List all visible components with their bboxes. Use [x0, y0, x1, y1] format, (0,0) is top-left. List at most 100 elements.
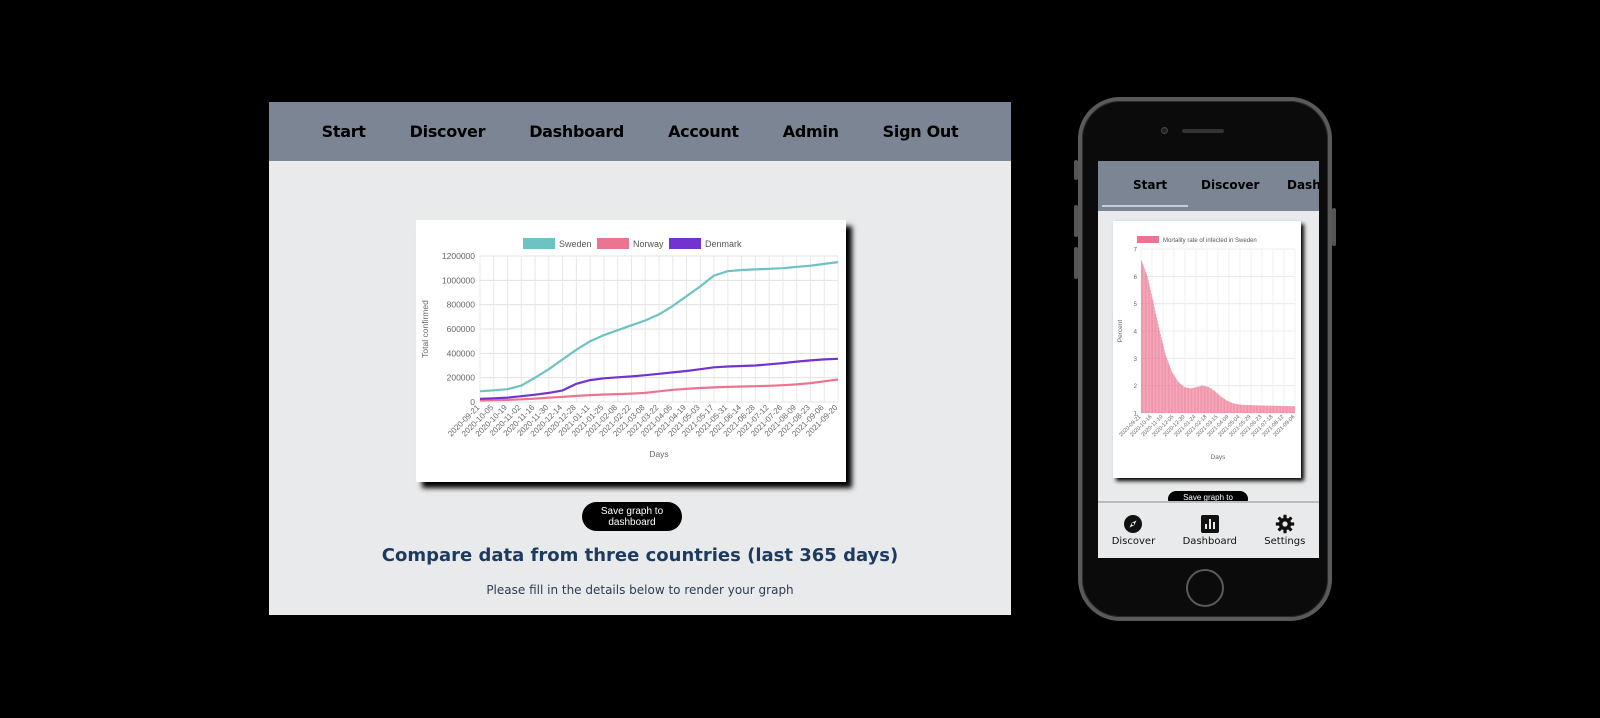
bar — [1243, 404, 1245, 413]
bar — [1278, 405, 1280, 413]
nav-account[interactable]: Account — [668, 122, 739, 141]
legend-label: Mortality rate of infected in Sweden — [1163, 238, 1257, 244]
bar — [1163, 346, 1164, 414]
bar — [1206, 386, 1207, 413]
top-navigation: Start Discover Dashboard Account Admin S… — [269, 102, 1011, 161]
bar — [1225, 399, 1226, 413]
bar — [1280, 405, 1282, 413]
bar — [1209, 387, 1210, 413]
bar — [1210, 388, 1212, 413]
legend-label-denmark: Denmark — [705, 239, 742, 249]
bar — [1293, 406, 1295, 413]
y-tick-label: 2 — [1134, 384, 1138, 390]
bar — [1283, 405, 1285, 413]
save-graph-button[interactable]: Save graph to dashboard — [582, 502, 682, 531]
mortality-rate-bar-chart: 12345672020-09-212020-10-162020-11-10202… — [1117, 236, 1296, 461]
bar — [1253, 405, 1255, 413]
y-tick-label: 6 — [1134, 275, 1138, 281]
bar — [1258, 405, 1259, 413]
bar — [1281, 405, 1283, 413]
bar — [1274, 405, 1275, 413]
bar — [1167, 359, 1168, 413]
legend-swatch-sweden — [523, 238, 555, 249]
y-tick-label: 1000000 — [442, 275, 475, 285]
bar — [1292, 406, 1294, 413]
x-axis-title: Days — [1211, 454, 1227, 461]
bar — [1230, 402, 1232, 413]
bar — [1179, 382, 1180, 413]
bar — [1245, 404, 1247, 413]
y-tick-label: 200000 — [447, 373, 476, 383]
phone-power-button — [1332, 208, 1336, 246]
bar — [1156, 317, 1157, 413]
y-axis-title: Total confirmed — [420, 300, 430, 358]
bar — [1279, 405, 1281, 413]
gear-icon — [1275, 514, 1294, 534]
bar — [1227, 401, 1229, 413]
bar — [1239, 404, 1240, 413]
bar — [1177, 380, 1178, 413]
desktop-browser-view: Start Discover Dashboard Account Admin S… — [269, 102, 1011, 615]
bar — [1220, 396, 1222, 413]
tab-dashboard[interactable]: Dashboard — [1183, 514, 1237, 547]
bar — [1141, 259, 1142, 413]
bottom-tab-bar: Discover Dashboard — [1098, 501, 1319, 558]
legend-label-sweden: Sweden — [559, 239, 592, 249]
nav-dashboard[interactable]: Dashboard — [529, 122, 625, 141]
bar — [1191, 388, 1193, 413]
bar — [1229, 402, 1231, 413]
bar — [1288, 406, 1289, 413]
bar — [1266, 405, 1268, 413]
bar — [1277, 405, 1279, 413]
bar — [1239, 404, 1241, 413]
bar — [1262, 405, 1263, 413]
bar — [1232, 403, 1233, 413]
bar — [1276, 405, 1278, 413]
bar — [1186, 387, 1188, 413]
bar — [1162, 343, 1164, 413]
bar — [1281, 405, 1282, 413]
bar — [1278, 405, 1279, 413]
bar — [1183, 386, 1184, 413]
bar — [1213, 390, 1214, 413]
mobile-nav-dashboard[interactable]: Dashboard — [1287, 178, 1319, 192]
tab-settings[interactable]: Settings — [1264, 514, 1305, 547]
bar — [1262, 405, 1264, 413]
bar — [1182, 385, 1184, 413]
bar — [1246, 405, 1248, 413]
bar — [1196, 386, 1198, 413]
tab-discover[interactable]: Discover — [1112, 514, 1155, 547]
bar — [1264, 405, 1265, 413]
bar — [1213, 390, 1215, 413]
bar — [1141, 261, 1143, 413]
mobile-nav-discover[interactable]: Discover — [1201, 178, 1260, 192]
x-axis-title: Days — [649, 449, 668, 459]
legend-label-norway: Norway — [633, 239, 664, 249]
bar — [1294, 406, 1295, 413]
mobile-nav-start[interactable]: Start — [1133, 178, 1168, 192]
bar — [1222, 397, 1223, 414]
y-tick-label: 1 — [1134, 412, 1138, 418]
bar — [1231, 402, 1233, 413]
y-tick-label: 4 — [1134, 330, 1138, 336]
bar — [1219, 395, 1221, 413]
nav-sign-out[interactable]: Sign Out — [882, 122, 959, 141]
page-title: Compare data from three countries (last … — [381, 545, 899, 566]
nav-discover[interactable]: Discover — [409, 122, 486, 141]
bar — [1219, 395, 1220, 413]
bar — [1255, 405, 1256, 413]
bar — [1199, 386, 1200, 413]
bar — [1160, 334, 1161, 413]
bar — [1163, 349, 1165, 413]
bar — [1195, 387, 1197, 413]
bar — [1144, 268, 1145, 413]
bar — [1241, 404, 1243, 413]
bar — [1158, 327, 1160, 413]
nav-start[interactable]: Start — [321, 122, 366, 141]
bar — [1209, 388, 1211, 413]
home-button[interactable] — [1186, 569, 1224, 607]
nav-admin[interactable]: Admin — [782, 122, 839, 141]
y-axis-title: Percent — [1117, 320, 1124, 343]
bar — [1157, 324, 1159, 413]
bar — [1289, 406, 1291, 413]
